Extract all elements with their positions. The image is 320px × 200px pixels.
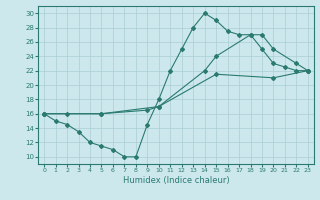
X-axis label: Humidex (Indice chaleur): Humidex (Indice chaleur): [123, 176, 229, 185]
